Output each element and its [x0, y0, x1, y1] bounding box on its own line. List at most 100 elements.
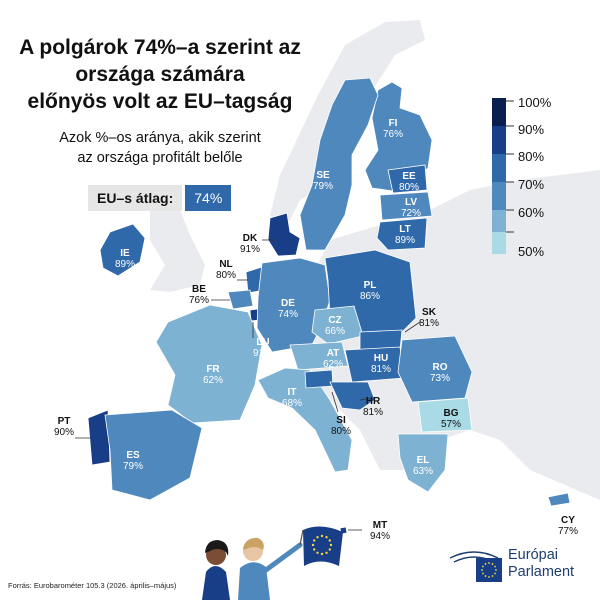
label-pt: PT 90%	[53, 416, 75, 438]
star	[316, 551, 319, 554]
country-cy	[547, 492, 571, 507]
star	[325, 551, 328, 554]
source-note: Forrás: Eurobarométer 105.3 (2026. ápril…	[8, 581, 177, 590]
country-be	[227, 289, 254, 310]
label-it: IT 68%	[281, 387, 303, 409]
star	[488, 576, 490, 578]
country-hr	[329, 381, 376, 411]
country-shapes	[87, 77, 571, 535]
star	[325, 536, 328, 539]
label-es: ES 79%	[122, 450, 144, 472]
star	[494, 572, 496, 575]
legend: 100% 90% 80% 70% 60% 50%	[490, 95, 580, 265]
star	[488, 562, 490, 564]
label-hu: HU 81%	[370, 353, 392, 375]
star	[320, 534, 324, 538]
eu-average-label: EU–s átlag:	[88, 185, 183, 211]
leader-si	[331, 391, 339, 413]
star	[311, 543, 315, 547]
country-fi	[364, 81, 433, 193]
star	[491, 563, 494, 565]
country-lt	[376, 217, 428, 251]
star	[482, 572, 484, 575]
brand-name: Európai Parlament	[508, 547, 575, 580]
country-at	[289, 341, 349, 371]
country-cz	[311, 305, 364, 345]
label-si: SI 80%	[330, 415, 352, 437]
country-el	[397, 433, 449, 493]
country-se	[299, 77, 379, 251]
legend-swatch-2	[492, 154, 506, 182]
legend-label-60: 60%	[518, 205, 545, 220]
label-hr: HR 81%	[362, 396, 384, 418]
label-el: EL 63%	[412, 455, 434, 477]
label-fr: FR 62%	[202, 364, 224, 386]
star	[316, 536, 319, 539]
label-se: SE 79%	[312, 170, 334, 192]
legend-swatch-1	[492, 126, 506, 154]
people-illustration-icon	[202, 529, 304, 600]
eu-average-value: 74%	[185, 185, 232, 211]
star	[481, 569, 483, 571]
label-nl: NL 80%	[215, 259, 237, 281]
star	[495, 569, 497, 571]
label-de: DE 74%	[277, 298, 299, 320]
label-ee: EE 80%	[398, 171, 420, 193]
legend-swatch-4	[492, 210, 506, 232]
legend-label-90: 90%	[518, 122, 545, 137]
eu-average-box: EU–s átlag: 74%	[88, 185, 232, 211]
legend-swatch-5	[492, 232, 506, 254]
star	[313, 539, 316, 542]
star	[494, 565, 496, 568]
page-subtitle: Azok %–os aránya, akik szerint az ország…	[59, 130, 261, 166]
leader-hr	[359, 397, 373, 401]
star	[484, 575, 487, 577]
legend-label-50: 50%	[518, 244, 545, 259]
star	[484, 563, 487, 565]
legend-color-bar	[492, 98, 514, 254]
label-lu: LU 91%	[252, 337, 274, 359]
star	[313, 548, 316, 551]
star	[329, 543, 333, 547]
label-mt: MT 94%	[369, 520, 391, 542]
european-parliament-brand: Európai Parlament	[438, 545, 598, 587]
label-at: AT 62%	[322, 348, 344, 370]
eu-flag-icon	[303, 526, 343, 566]
page-title: A polgárok 74%–a szerint az országa szám…	[19, 36, 301, 113]
non-eu-uk	[150, 185, 205, 292]
label-lt: LT 89%	[394, 224, 416, 246]
star	[320, 552, 324, 556]
label-cz: CZ 66%	[324, 315, 346, 337]
european-parliament-logo-icon	[449, 551, 502, 582]
label-ie: IE 89%	[114, 248, 136, 270]
legend-swatch-3	[492, 182, 506, 210]
legend-label-70: 70%	[518, 177, 545, 192]
label-be: BE 76%	[188, 284, 210, 306]
country-es	[104, 409, 203, 501]
legend-label-100: 100%	[518, 95, 552, 110]
label-dk: DK 91%	[239, 233, 261, 255]
star	[482, 565, 484, 568]
star	[491, 575, 494, 577]
country-fr	[155, 304, 263, 424]
label-pl: PL 86%	[359, 280, 381, 302]
legend-swatch-0	[492, 98, 506, 126]
country-si	[304, 369, 334, 389]
country-bg	[417, 397, 473, 433]
country-dk	[267, 212, 301, 257]
country-lv	[379, 191, 433, 221]
label-ro: RO 73%	[429, 362, 451, 384]
country-ie	[99, 223, 146, 277]
country-it	[257, 367, 353, 473]
leader-sk	[404, 321, 421, 333]
legend-label-80: 80%	[518, 149, 545, 164]
country-ee	[387, 164, 428, 194]
label-lv: LV 72%	[400, 197, 422, 219]
label-sk: SK 81%	[418, 307, 440, 329]
star	[328, 539, 331, 542]
label-fi: FI 76%	[382, 118, 404, 140]
label-cy: CY 77%	[557, 515, 579, 537]
label-bg: BG 57%	[440, 408, 462, 430]
